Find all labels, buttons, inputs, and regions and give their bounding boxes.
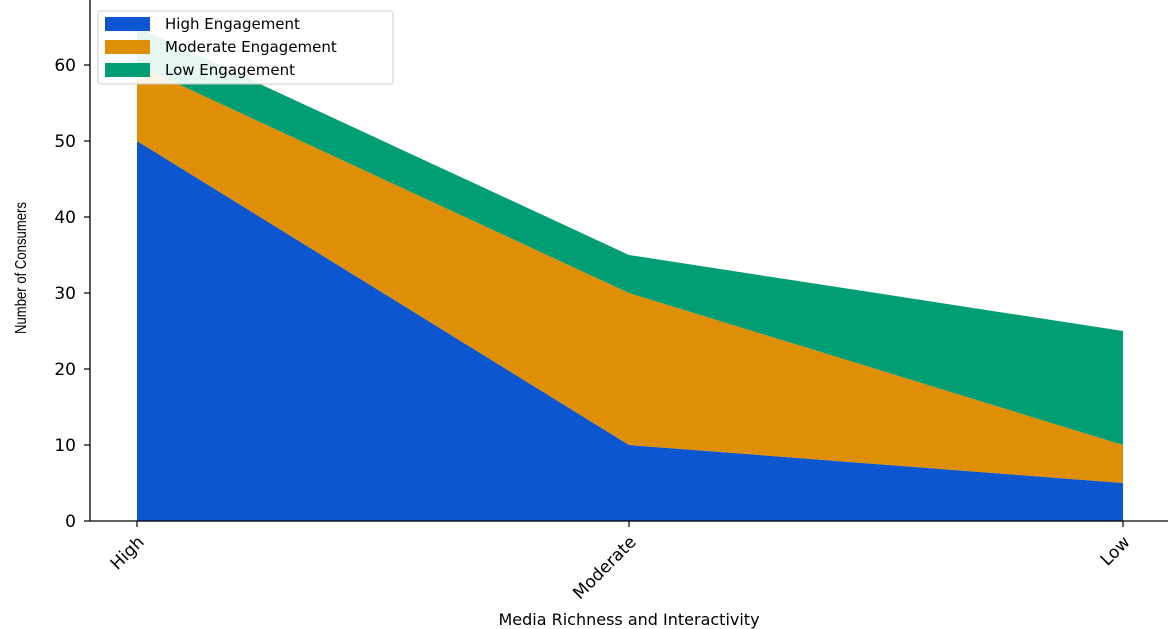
legend-swatch-1 [105,40,150,54]
legend: High Engagement Moderate Engagement Low En… [97,10,394,85]
area-series-1 [137,65,1123,483]
legend-label-0: High Engagement [165,15,300,33]
legend-swatch-0 [105,17,150,31]
y-axis-title: Number of Consumers [13,202,30,334]
area-series-2 [137,27,1123,445]
y-tick-label-4: 40 [54,208,76,228]
y-tick-label-3: 30 [54,284,76,304]
y-ticks: 0 10 20 30 40 50 60 [54,56,90,532]
legend-box [97,10,394,85]
y-tick-label-6: 60 [54,56,76,76]
x-tick-label-0: High [107,532,149,574]
y-tick-label-1: 10 [54,436,76,456]
y-tick-label-2: 20 [54,360,76,380]
area-series-0 [137,141,1123,521]
y-tick-label-5: 50 [54,132,76,152]
legend-label-1: Moderate Engagement [165,38,337,56]
legend-label-2: Low Engagement [165,61,295,79]
legend-swatch-2 [105,63,150,77]
x-tick-label-1: Moderate [569,532,640,603]
x-axis-title: Media Richness and Interactivity [498,610,759,629]
x-ticks: High Moderate Low [107,521,1135,604]
stacked-areas [137,27,1123,521]
x-tick-label-2: Low [1097,532,1135,570]
y-tick-label-0: 0 [65,512,76,532]
